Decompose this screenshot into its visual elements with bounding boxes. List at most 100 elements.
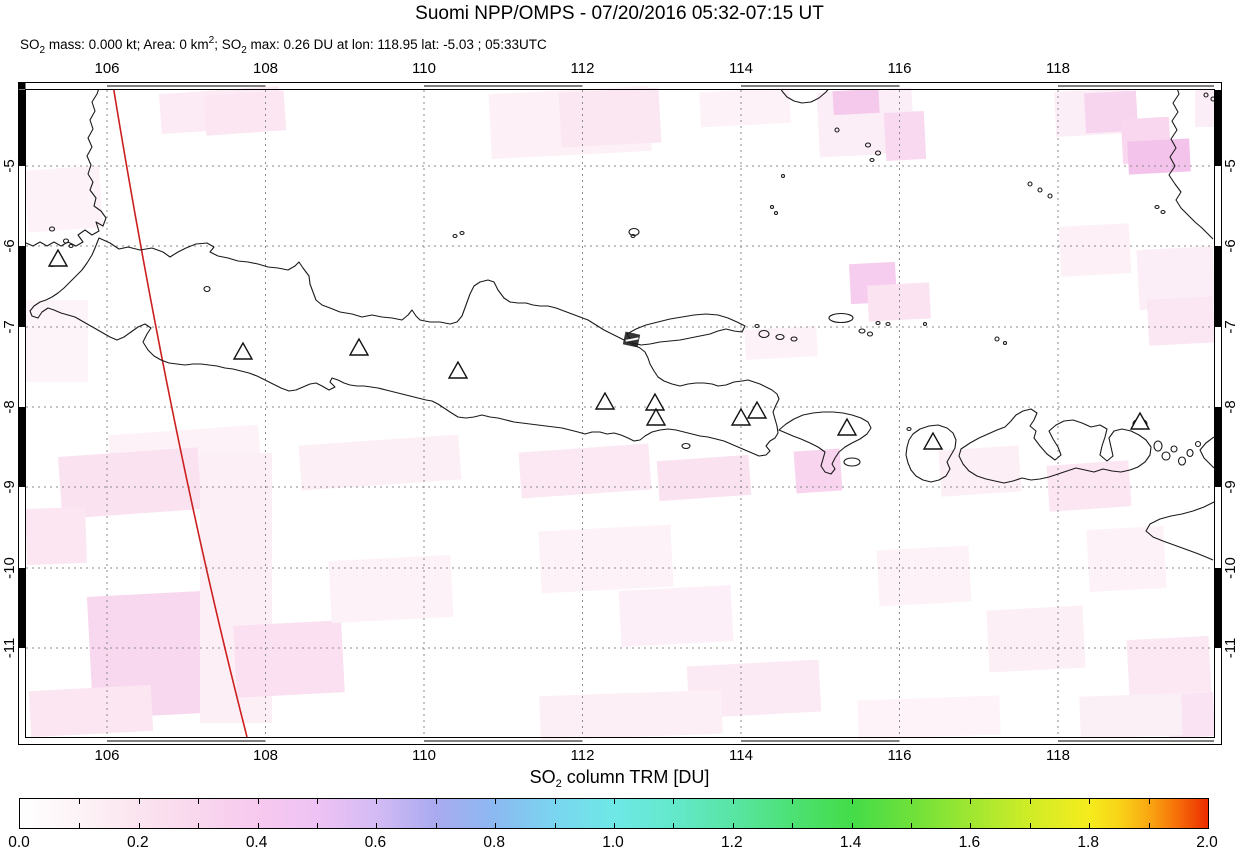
colorbar-minor-tick bbox=[1148, 799, 1150, 804]
lon-label-top: 118 bbox=[1046, 60, 1070, 77]
volcano-triangle-marker bbox=[746, 400, 768, 419]
coastline bbox=[26, 90, 107, 247]
lat-label-left: -10 bbox=[1, 557, 18, 579]
colorbar-tick-label: 0.2 bbox=[127, 834, 149, 851]
colorbar-minor-tick bbox=[851, 799, 853, 804]
lat-label-right: -7 bbox=[1222, 320, 1239, 334]
colorbar-tick-label: 1.0 bbox=[602, 834, 624, 851]
island-outline bbox=[68, 243, 74, 249]
coastline bbox=[778, 411, 872, 475]
volcano-triangle-marker bbox=[922, 431, 944, 450]
coastline bbox=[1168, 90, 1214, 240]
colorbar-minor-tick bbox=[554, 799, 556, 804]
lat-label-right: -9 bbox=[1222, 480, 1239, 494]
island-outline bbox=[203, 285, 211, 293]
colorbar-minor-tick bbox=[554, 823, 556, 828]
colorbar-tick-label: 1.4 bbox=[839, 834, 862, 851]
subscript-2: 2 bbox=[39, 45, 46, 56]
summary-text: max: 0.26 DU at lon: 118.95 lat: -5.03 ;… bbox=[246, 37, 547, 52]
colorbar-tick-label: 0.4 bbox=[245, 834, 268, 851]
so2-pixel-patch bbox=[539, 689, 723, 741]
so2-pixel-patch bbox=[656, 454, 752, 502]
so2-pixel-patch bbox=[233, 620, 345, 698]
so2-pixel-patch bbox=[1046, 460, 1132, 512]
colorbar-tick-label: 0.6 bbox=[364, 834, 387, 851]
island-outline bbox=[828, 312, 854, 324]
colorbar-tick-label: 1.8 bbox=[1077, 834, 1099, 851]
summary-text: mass: 0.000 kt; Area: 0 km bbox=[45, 37, 209, 52]
island-outline bbox=[459, 230, 465, 236]
so2-pixel-patch bbox=[58, 447, 202, 519]
colorbar-minor-tick bbox=[732, 823, 734, 828]
volcano-triangle-marker bbox=[645, 407, 667, 426]
so2-pixel-patch bbox=[1127, 138, 1191, 175]
lat-label-left: -7 bbox=[1, 320, 18, 334]
island-outline bbox=[906, 426, 912, 432]
volcano-triangle-marker bbox=[1129, 411, 1151, 430]
so2-pixel-patch bbox=[857, 695, 1001, 740]
colorbar-minor-tick bbox=[1148, 823, 1150, 828]
lat-label-left: -6 bbox=[1, 239, 18, 253]
colorbar-minor-tick bbox=[257, 799, 259, 804]
island-outline bbox=[1170, 445, 1178, 453]
colorbar-minor-tick bbox=[673, 799, 675, 804]
colorbar-minor-tick bbox=[1089, 799, 1091, 804]
coastline bbox=[780, 90, 829, 104]
colorbar-minor-tick bbox=[911, 823, 912, 828]
island-outline bbox=[922, 321, 928, 327]
volcano-triangle-marker bbox=[644, 392, 666, 411]
colorbar-minor-tick bbox=[138, 823, 140, 828]
subscript-2: 2 bbox=[241, 45, 247, 56]
colorbar-minor-tick bbox=[79, 799, 81, 804]
so2-pixel-patch bbox=[1086, 526, 1167, 592]
so2-pixel-patch bbox=[1195, 90, 1214, 127]
colorbar-minor-tick bbox=[317, 799, 318, 804]
map-outer-border bbox=[18, 82, 1222, 745]
lon-label-bottom: 106 bbox=[94, 747, 120, 764]
so2-summary-line: SO2 mass: 0.000 kt; Area: 0 km2; SO2 max… bbox=[20, 35, 547, 56]
summary-text: SO bbox=[20, 37, 40, 52]
colorbar-minor-tick bbox=[495, 823, 497, 828]
colorbar-minor-tick bbox=[495, 799, 497, 804]
volcano-triangle-marker bbox=[447, 360, 469, 379]
lon-label-top: 106 bbox=[94, 60, 120, 77]
lon-label-bottom: 110 bbox=[412, 747, 436, 764]
so2-pixel-patch bbox=[1058, 223, 1132, 277]
volcano-triangle-marker bbox=[836, 417, 858, 436]
lat-label-right: -6 bbox=[1222, 239, 1239, 253]
colorbar-minor-tick bbox=[1089, 823, 1091, 828]
island-outline bbox=[628, 227, 640, 237]
so2-pixel-patch bbox=[298, 434, 462, 491]
colorbar-title: SO2 column TRM [DU] bbox=[0, 767, 1239, 790]
colorbar-minor-tick bbox=[1029, 823, 1031, 828]
summary-text: ; SO bbox=[214, 37, 242, 52]
island-outline bbox=[48, 226, 56, 232]
colorbar-tick-label: 0.8 bbox=[483, 834, 505, 851]
island-outline bbox=[885, 321, 891, 327]
island-outline bbox=[1186, 448, 1194, 458]
island-outline bbox=[1037, 187, 1043, 193]
colorbar-minor-tick bbox=[317, 823, 318, 828]
coastline bbox=[958, 408, 1152, 484]
map-inner-border bbox=[25, 89, 1215, 738]
so2-pixel-patch bbox=[1126, 635, 1212, 697]
lat-label-left: -5 bbox=[1, 159, 18, 173]
island-outline bbox=[858, 328, 866, 334]
island-outline bbox=[1154, 204, 1160, 210]
colorbar-minor-tick bbox=[614, 823, 615, 828]
lat-label-left: -9 bbox=[1, 480, 18, 494]
colorbar-minor-tick bbox=[792, 823, 794, 828]
so2-pixel-patch bbox=[938, 445, 1022, 497]
page-title: Suomi NPP/OMPS - 07/20/2016 05:32-07:15 … bbox=[415, 3, 824, 24]
so2-pixel-patch bbox=[538, 524, 674, 594]
subscript-2: 2 bbox=[555, 778, 562, 790]
island-outline bbox=[773, 210, 779, 216]
dense-coast-marker-slash bbox=[625, 337, 639, 342]
frame-corner bbox=[18, 82, 26, 90]
volcano-triangle-marker bbox=[348, 337, 370, 356]
orbit-track-line bbox=[113, 90, 248, 737]
colorbar-minor-tick bbox=[376, 823, 378, 828]
colorbar-minor-tick bbox=[376, 799, 378, 804]
so2-pixel-patch bbox=[1136, 245, 1220, 311]
